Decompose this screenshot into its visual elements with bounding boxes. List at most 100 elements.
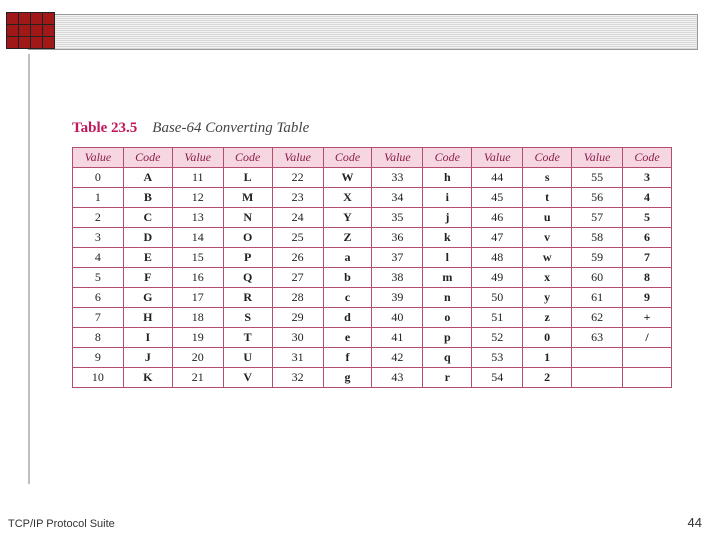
value-cell: 33 xyxy=(372,168,423,188)
code-cell: 5 xyxy=(623,208,672,228)
code-cell: I xyxy=(123,328,172,348)
value-cell: 36 xyxy=(372,228,423,248)
table-row: 8I19T30e41p52063/ xyxy=(73,328,672,348)
code-cell: Q xyxy=(223,268,272,288)
code-cell: U xyxy=(223,348,272,368)
value-cell: 52 xyxy=(472,328,523,348)
value-cell: 23 xyxy=(272,188,323,208)
table-header-cell: Value xyxy=(73,148,124,168)
code-cell: x xyxy=(523,268,572,288)
code-cell: N xyxy=(223,208,272,228)
table-row: 4E15P26a37l48w597 xyxy=(73,248,672,268)
value-cell: 42 xyxy=(372,348,423,368)
caption-title: Base-64 Converting Table xyxy=(152,120,309,136)
value-cell: 58 xyxy=(572,228,623,248)
value-cell: 32 xyxy=(272,368,323,388)
code-cell: G xyxy=(123,288,172,308)
code-cell: T xyxy=(223,328,272,348)
value-cell: 12 xyxy=(172,188,223,208)
code-cell: 2 xyxy=(523,368,572,388)
code-cell: k xyxy=(423,228,472,248)
table-header-cell: Code xyxy=(223,148,272,168)
code-cell: l xyxy=(423,248,472,268)
code-cell: c xyxy=(323,288,372,308)
value-cell: 15 xyxy=(172,248,223,268)
value-cell: 31 xyxy=(272,348,323,368)
table-header-cell: Value xyxy=(572,148,623,168)
code-cell: 0 xyxy=(523,328,572,348)
table-caption: Table 23.5 Base-64 Converting Table xyxy=(72,120,692,137)
code-cell: 9 xyxy=(623,288,672,308)
value-cell: 40 xyxy=(372,308,423,328)
table-header-cell: Value xyxy=(272,148,323,168)
code-cell xyxy=(623,368,672,388)
code-cell: V xyxy=(223,368,272,388)
value-cell: 18 xyxy=(172,308,223,328)
code-cell: 1 xyxy=(523,348,572,368)
table-header-cell: Code xyxy=(423,148,472,168)
value-cell: 14 xyxy=(172,228,223,248)
code-cell: t xyxy=(523,188,572,208)
value-cell: 46 xyxy=(472,208,523,228)
code-cell: J xyxy=(123,348,172,368)
table-row: 9J20U31f42q531 xyxy=(73,348,672,368)
value-cell: 34 xyxy=(372,188,423,208)
table-header-cell: Value xyxy=(172,148,223,168)
code-cell: m xyxy=(423,268,472,288)
code-cell: B xyxy=(123,188,172,208)
value-cell: 50 xyxy=(472,288,523,308)
code-cell: 8 xyxy=(623,268,672,288)
code-cell: a xyxy=(323,248,372,268)
value-cell: 62 xyxy=(572,308,623,328)
code-cell: 4 xyxy=(623,188,672,208)
code-cell: u xyxy=(523,208,572,228)
value-cell: 7 xyxy=(73,308,124,328)
code-cell: K xyxy=(123,368,172,388)
code-cell: b xyxy=(323,268,372,288)
code-cell: S xyxy=(223,308,272,328)
code-cell: z xyxy=(523,308,572,328)
code-cell xyxy=(623,348,672,368)
footer-left: TCP/IP Protocol Suite xyxy=(8,518,115,530)
code-cell: Y xyxy=(323,208,372,228)
value-cell: 54 xyxy=(472,368,523,388)
value-cell: 21 xyxy=(172,368,223,388)
table-row: 0A11L22W33h44s553 xyxy=(73,168,672,188)
value-cell: 49 xyxy=(472,268,523,288)
grid-icon xyxy=(6,12,55,49)
table-row: 5F16Q27b38m49x608 xyxy=(73,268,672,288)
value-cell: 13 xyxy=(172,208,223,228)
value-cell: 20 xyxy=(172,348,223,368)
code-cell: 7 xyxy=(623,248,672,268)
value-cell: 4 xyxy=(73,248,124,268)
value-cell xyxy=(572,368,623,388)
header-band xyxy=(28,14,698,50)
value-cell: 28 xyxy=(272,288,323,308)
table-header-cell: Code xyxy=(523,148,572,168)
value-cell: 1 xyxy=(73,188,124,208)
code-cell: r xyxy=(423,368,472,388)
value-cell: 43 xyxy=(372,368,423,388)
code-cell: C xyxy=(123,208,172,228)
table-row: 1B12M23X34i45t564 xyxy=(73,188,672,208)
value-cell: 0 xyxy=(73,168,124,188)
table-header-cell: Code xyxy=(323,148,372,168)
code-cell: D xyxy=(123,228,172,248)
code-cell: h xyxy=(423,168,472,188)
page-number: 44 xyxy=(688,515,702,530)
value-cell: 63 xyxy=(572,328,623,348)
code-cell: / xyxy=(623,328,672,348)
table-header-cell: Code xyxy=(623,148,672,168)
code-cell: p xyxy=(423,328,472,348)
code-cell: d xyxy=(323,308,372,328)
code-cell: Z xyxy=(323,228,372,248)
code-cell: j xyxy=(423,208,472,228)
value-cell: 11 xyxy=(172,168,223,188)
code-cell: P xyxy=(223,248,272,268)
value-cell: 27 xyxy=(272,268,323,288)
value-cell: 37 xyxy=(372,248,423,268)
value-cell: 59 xyxy=(572,248,623,268)
code-cell: 3 xyxy=(623,168,672,188)
value-cell: 6 xyxy=(73,288,124,308)
vertical-divider xyxy=(28,54,30,484)
